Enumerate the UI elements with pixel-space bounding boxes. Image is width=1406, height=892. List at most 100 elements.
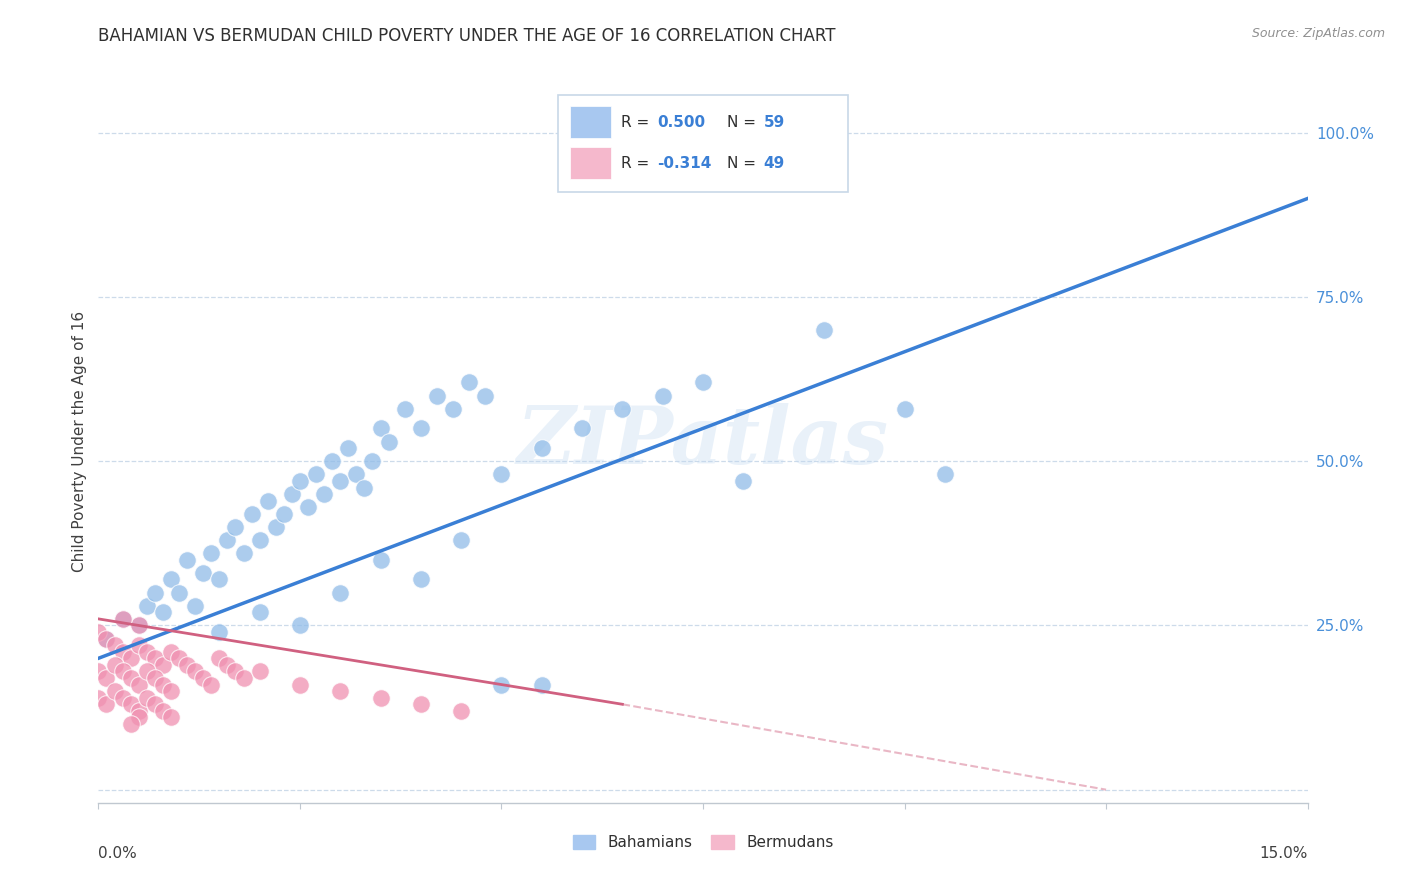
- Point: [120, 717, 142, 731]
- Point: [692, 376, 714, 390]
- Text: 0.500: 0.500: [657, 115, 706, 129]
- Point: [111, 690, 134, 705]
- Point: [128, 704, 150, 718]
- Point: [143, 671, 166, 685]
- Point: [491, 467, 513, 482]
- Point: [111, 612, 134, 626]
- Legend: Bahamians, Bermudans: Bahamians, Bermudans: [567, 830, 839, 856]
- Text: 15.0%: 15.0%: [1260, 847, 1308, 861]
- Point: [224, 520, 246, 534]
- Point: [111, 645, 134, 659]
- Point: [96, 632, 118, 646]
- Point: [208, 625, 231, 640]
- Point: [264, 520, 287, 534]
- Point: [208, 573, 231, 587]
- Point: [135, 599, 157, 613]
- Point: [87, 665, 110, 679]
- Point: [288, 618, 311, 632]
- Point: [96, 698, 118, 712]
- Point: [329, 585, 352, 599]
- Point: [337, 441, 360, 455]
- Point: [813, 323, 835, 337]
- Point: [103, 684, 125, 698]
- Point: [143, 651, 166, 665]
- Point: [160, 573, 183, 587]
- Text: -0.314: -0.314: [657, 156, 711, 171]
- Point: [394, 401, 416, 416]
- FancyBboxPatch shape: [558, 95, 848, 193]
- Point: [370, 421, 392, 435]
- Point: [288, 474, 311, 488]
- Point: [571, 421, 593, 435]
- Point: [200, 546, 222, 560]
- Point: [176, 553, 198, 567]
- Point: [344, 467, 367, 482]
- Point: [232, 546, 254, 560]
- Point: [87, 625, 110, 640]
- Point: [224, 665, 246, 679]
- Point: [160, 645, 183, 659]
- Text: R =: R =: [621, 156, 654, 171]
- Point: [273, 507, 295, 521]
- Point: [96, 671, 118, 685]
- Point: [152, 657, 174, 672]
- Point: [733, 474, 755, 488]
- Point: [103, 657, 125, 672]
- Point: [167, 585, 190, 599]
- Point: [193, 566, 215, 580]
- Point: [288, 677, 311, 691]
- Point: [249, 605, 271, 619]
- Text: ZIPatlas: ZIPatlas: [517, 403, 889, 480]
- Point: [409, 698, 432, 712]
- Point: [612, 401, 634, 416]
- Point: [934, 467, 956, 482]
- Point: [441, 401, 464, 416]
- Text: 0.0%: 0.0%: [98, 847, 138, 861]
- Point: [409, 573, 432, 587]
- Point: [152, 605, 174, 619]
- Point: [143, 585, 166, 599]
- Point: [184, 599, 207, 613]
- Point: [217, 657, 239, 672]
- Point: [409, 421, 432, 435]
- Point: [370, 690, 392, 705]
- Point: [128, 710, 150, 724]
- Point: [135, 665, 157, 679]
- Text: 49: 49: [763, 156, 785, 171]
- Point: [305, 467, 328, 482]
- Point: [96, 632, 118, 646]
- Point: [208, 651, 231, 665]
- Point: [329, 474, 352, 488]
- Point: [160, 710, 183, 724]
- Point: [240, 507, 263, 521]
- Point: [281, 487, 304, 501]
- Point: [193, 671, 215, 685]
- Point: [232, 671, 254, 685]
- Point: [143, 698, 166, 712]
- Point: [458, 376, 481, 390]
- Point: [135, 690, 157, 705]
- Point: [103, 638, 125, 652]
- Point: [530, 441, 553, 455]
- Point: [87, 690, 110, 705]
- Point: [152, 704, 174, 718]
- Text: BAHAMIAN VS BERMUDAN CHILD POVERTY UNDER THE AGE OF 16 CORRELATION CHART: BAHAMIAN VS BERMUDAN CHILD POVERTY UNDER…: [98, 27, 837, 45]
- Point: [314, 487, 336, 501]
- Point: [530, 677, 553, 691]
- Point: [217, 533, 239, 547]
- Point: [651, 388, 673, 402]
- Point: [128, 618, 150, 632]
- Point: [128, 618, 150, 632]
- Point: [160, 684, 183, 698]
- Point: [184, 665, 207, 679]
- Point: [249, 533, 271, 547]
- Point: [249, 665, 271, 679]
- Point: [377, 434, 399, 449]
- Point: [176, 657, 198, 672]
- Point: [167, 651, 190, 665]
- Point: [128, 677, 150, 691]
- Point: [370, 553, 392, 567]
- Text: N =: N =: [727, 156, 761, 171]
- Point: [329, 684, 352, 698]
- Point: [474, 388, 496, 402]
